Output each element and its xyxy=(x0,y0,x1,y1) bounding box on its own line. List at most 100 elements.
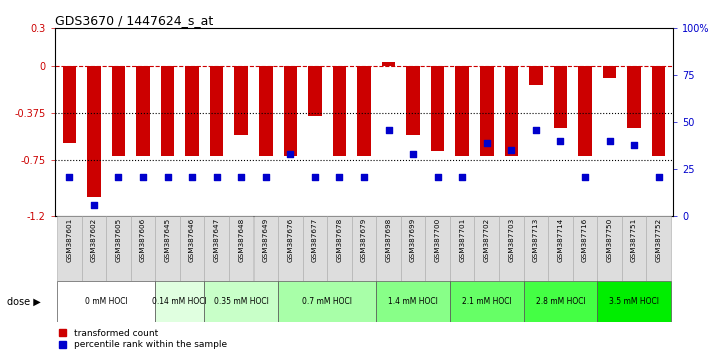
Point xyxy=(186,174,198,179)
Bar xyxy=(161,66,174,156)
Bar xyxy=(597,216,622,281)
Text: GSM387702: GSM387702 xyxy=(484,218,490,262)
Bar xyxy=(308,66,322,116)
Bar xyxy=(155,281,205,322)
Point xyxy=(113,174,124,179)
Bar xyxy=(425,216,450,281)
Bar xyxy=(480,66,494,156)
Text: GSM387699: GSM387699 xyxy=(410,218,416,262)
Text: GSM387678: GSM387678 xyxy=(336,218,342,262)
Legend: transformed count, percentile rank within the sample: transformed count, percentile rank withi… xyxy=(59,329,226,349)
Bar xyxy=(278,281,376,322)
Text: GDS3670 / 1447624_s_at: GDS3670 / 1447624_s_at xyxy=(55,14,213,27)
Bar xyxy=(180,216,205,281)
Bar xyxy=(234,66,248,135)
Bar xyxy=(406,66,420,135)
Point xyxy=(285,151,296,157)
Text: GSM387700: GSM387700 xyxy=(435,218,440,262)
Text: 2.8 mM HOCl: 2.8 mM HOCl xyxy=(536,297,585,306)
Bar xyxy=(278,216,303,281)
Bar xyxy=(523,281,597,322)
Text: GSM387698: GSM387698 xyxy=(386,218,392,262)
Bar xyxy=(205,281,278,322)
Bar xyxy=(63,66,76,143)
Bar xyxy=(523,216,548,281)
Bar xyxy=(548,216,573,281)
Bar xyxy=(622,216,646,281)
Bar xyxy=(259,66,272,156)
Text: GSM387601: GSM387601 xyxy=(66,218,72,262)
Bar xyxy=(57,281,155,322)
Point xyxy=(628,142,640,148)
Bar xyxy=(450,216,475,281)
Bar xyxy=(155,216,180,281)
Bar xyxy=(210,66,223,156)
Point xyxy=(309,174,321,179)
Text: 0.7 mM HOCl: 0.7 mM HOCl xyxy=(302,297,352,306)
Text: 0 mM HOCl: 0 mM HOCl xyxy=(84,297,127,306)
Bar xyxy=(554,66,567,129)
Text: GSM387605: GSM387605 xyxy=(116,218,122,262)
Text: GSM387716: GSM387716 xyxy=(582,218,588,262)
Bar xyxy=(357,66,371,156)
Text: GSM387701: GSM387701 xyxy=(459,218,465,262)
Bar xyxy=(57,216,82,281)
Bar xyxy=(401,216,425,281)
Bar xyxy=(431,66,444,151)
Bar xyxy=(106,216,131,281)
Text: GSM387676: GSM387676 xyxy=(288,218,293,262)
Point xyxy=(211,174,223,179)
Text: GSM387679: GSM387679 xyxy=(361,218,367,262)
Text: GSM387703: GSM387703 xyxy=(508,218,515,262)
Bar xyxy=(376,216,401,281)
Text: GSM387606: GSM387606 xyxy=(140,218,146,262)
Point xyxy=(137,174,149,179)
Text: GSM387677: GSM387677 xyxy=(312,218,318,262)
Bar xyxy=(229,216,253,281)
Bar xyxy=(376,281,450,322)
Point xyxy=(88,202,100,207)
Point xyxy=(579,174,591,179)
Text: 0.35 mM HOCl: 0.35 mM HOCl xyxy=(214,297,269,306)
Bar xyxy=(505,66,518,156)
Bar xyxy=(303,216,327,281)
Point xyxy=(456,174,468,179)
Point xyxy=(63,174,75,179)
Point xyxy=(333,174,345,179)
Bar xyxy=(205,216,229,281)
Text: GSM387713: GSM387713 xyxy=(533,218,539,262)
Text: 3.5 mM HOCl: 3.5 mM HOCl xyxy=(609,297,659,306)
Point xyxy=(162,174,173,179)
Point xyxy=(604,138,615,144)
Bar xyxy=(136,66,150,156)
Bar xyxy=(646,216,671,281)
Bar xyxy=(475,216,499,281)
Bar xyxy=(578,66,592,156)
Bar xyxy=(131,216,155,281)
Text: GSM387714: GSM387714 xyxy=(558,218,563,262)
Point xyxy=(383,127,395,132)
Point xyxy=(505,147,517,153)
Bar xyxy=(597,281,671,322)
Bar xyxy=(327,216,352,281)
Point xyxy=(407,151,419,157)
Text: 0.14 mM HOCl: 0.14 mM HOCl xyxy=(152,297,207,306)
Point xyxy=(555,138,566,144)
Text: GSM387649: GSM387649 xyxy=(263,218,269,262)
Text: GSM387645: GSM387645 xyxy=(165,218,170,262)
Text: GSM387751: GSM387751 xyxy=(631,218,637,262)
Bar xyxy=(111,66,125,156)
Bar xyxy=(573,216,597,281)
Bar xyxy=(284,66,297,156)
Bar xyxy=(450,281,523,322)
Text: GSM387647: GSM387647 xyxy=(213,218,220,262)
Text: dose ▶: dose ▶ xyxy=(7,297,41,307)
Text: GSM387602: GSM387602 xyxy=(91,218,97,262)
Bar xyxy=(529,66,542,85)
Bar xyxy=(628,66,641,129)
Text: GSM387750: GSM387750 xyxy=(606,218,612,262)
Bar xyxy=(186,66,199,156)
Text: GSM387648: GSM387648 xyxy=(238,218,244,262)
Text: GSM387646: GSM387646 xyxy=(189,218,195,262)
Point xyxy=(358,174,370,179)
